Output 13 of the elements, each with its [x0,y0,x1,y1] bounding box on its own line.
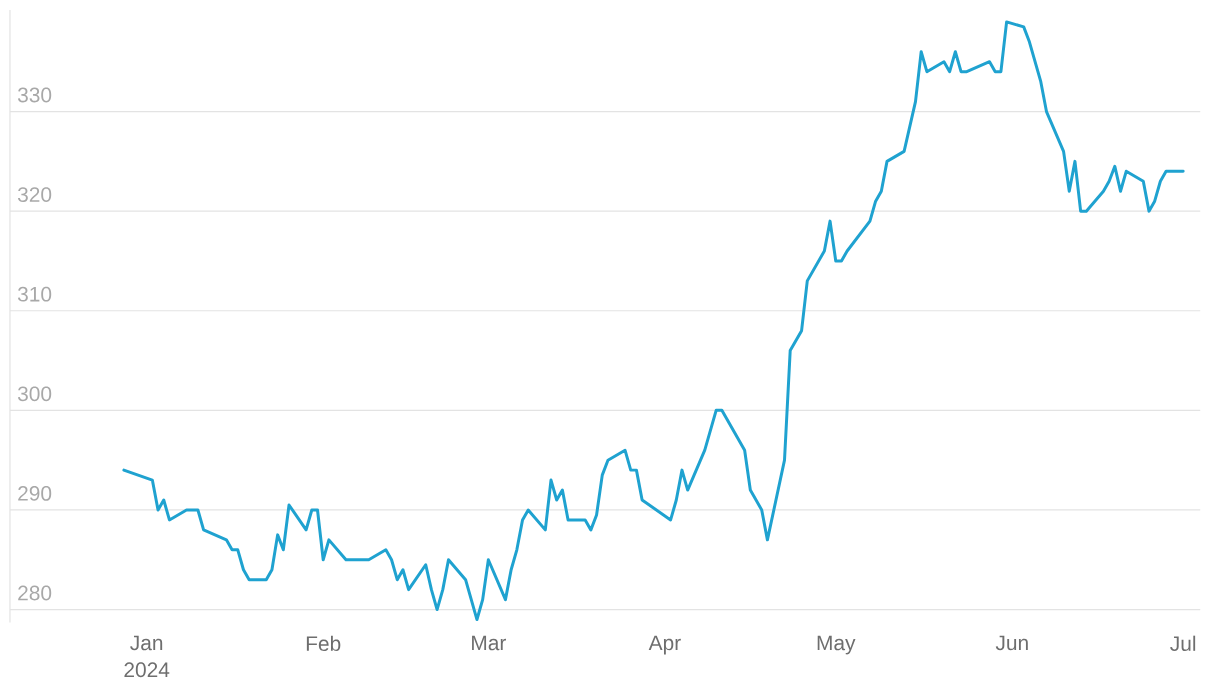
y-tick-label: 300 [17,386,52,402]
y-tick-label: 310 [17,286,52,302]
x-tick-label: May [817,635,856,655]
y-tick-label: 320 [17,187,52,202]
x-tick-label: Feb [306,635,341,651]
x-tick-label: Mar [472,635,507,651]
y-tick-label: 290 [18,485,52,501]
x-tick-label: Apr [648,635,681,655]
x-tick-label: Jun [995,635,1028,651]
x-tick-label: Jul [1170,635,1196,651]
x-tick-label: Jan 2024 [124,635,170,678]
y-tick-label: 280 [18,585,52,601]
y-tick-label: 330 [17,87,52,103]
